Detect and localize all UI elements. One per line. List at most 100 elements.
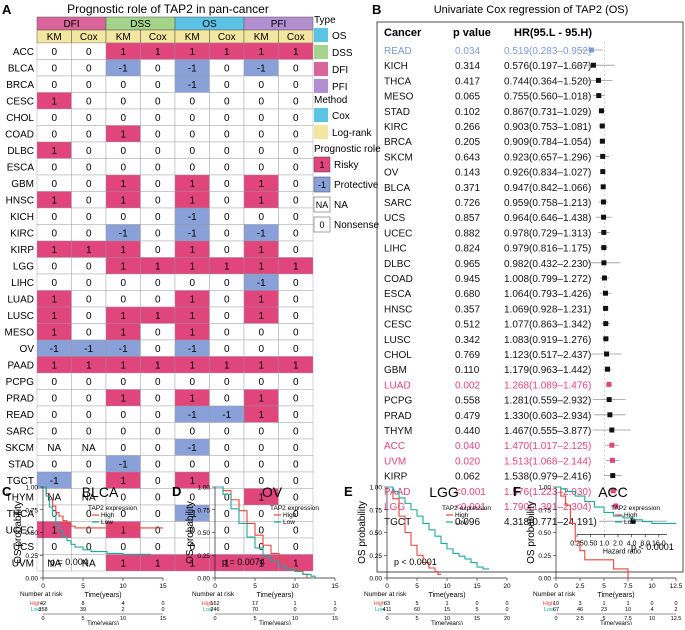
- forest-point: [588, 47, 594, 53]
- heatmap-cell-value: 1: [120, 261, 126, 272]
- heatmap-cell-value: 1: [258, 492, 264, 503]
- forest-hr-text: 1.268(1.089–1.476): [504, 380, 591, 391]
- heatmap-cell-value: 1: [120, 179, 126, 190]
- heatmap-cell-value: 0: [51, 113, 57, 124]
- heatmap-cell-value: 0: [51, 228, 57, 239]
- heatmap-cell-value: NA: [47, 443, 61, 454]
- legend-role-label: Protective: [334, 180, 379, 191]
- forest-pvalue: 0.062: [455, 472, 480, 483]
- km-y-label: OS probability: [185, 501, 196, 564]
- heatmap-cell-value: 1: [258, 410, 264, 421]
- forest-cancer-label: LUSC: [384, 335, 411, 346]
- km-y-tick-label: 0.75: [25, 507, 38, 514]
- heatmap-cell-value: 0: [224, 113, 230, 124]
- km-legend-label: High: [101, 512, 115, 519]
- km-risk-group-label: Low: [375, 607, 385, 613]
- heatmap-cell-value: 1: [120, 558, 126, 569]
- km-risk-count: 5: [415, 601, 418, 607]
- forest-cancer-label: LIHC: [384, 244, 407, 255]
- heatmap-cell-value: 0: [155, 96, 161, 107]
- forest-pvalue: 0.266: [455, 122, 480, 133]
- forest-hr-text: 1.077(0.863–1.342): [504, 320, 591, 331]
- heatmap-cell-value: 0: [155, 228, 161, 239]
- legend-type-swatch: [314, 28, 328, 42]
- forest-pvalue: 0.857: [455, 213, 480, 224]
- legend-type-label: DFI: [332, 65, 348, 76]
- km-risk-group-label: Low: [544, 607, 554, 613]
- km-x-tick-label: 15: [331, 583, 339, 590]
- heatmap-cell-value: 1: [258, 47, 264, 58]
- forest-x-tick-label: 4.0: [627, 540, 637, 547]
- km-risk-tick-label: 5: [415, 616, 418, 622]
- km-y-tick-label: 0.50: [197, 530, 210, 537]
- forest-pvalue: 0.417: [455, 76, 480, 87]
- km-curve-high: [387, 486, 441, 575]
- heatmap-cell-value: 0: [224, 426, 230, 437]
- heatmap-cell-value: 0: [293, 509, 299, 520]
- heatmap-cell-value: -1: [188, 63, 197, 74]
- km-risk-tick-label: 10: [649, 616, 655, 622]
- km-risk-tick-label: 10: [444, 616, 450, 622]
- group-header-label: OS: [202, 19, 217, 30]
- heatmap-cell-value: 0: [120, 96, 126, 107]
- km-risk-group-label: High: [543, 601, 554, 607]
- heatmap-cell-value: 0: [224, 393, 230, 404]
- km-risk-x-label: Time(years): [600, 621, 632, 625]
- km-risk-tick-label: 7.5: [624, 616, 632, 622]
- forest-cancer-label: BRCA: [384, 137, 412, 148]
- forest-point: [604, 351, 610, 357]
- heatmap-cell-value: -1: [188, 509, 197, 520]
- forest-pvalue: 0.205: [455, 137, 480, 148]
- heatmap-cell-value: 0: [224, 129, 230, 140]
- heatmap-cell-value: 0: [155, 492, 161, 503]
- panel-a-letter: A: [2, 2, 12, 17]
- forest-point: [606, 381, 612, 387]
- forest-x-label: Hazard ratio: [603, 548, 641, 555]
- km-x-tick-label: 0: [213, 583, 217, 590]
- heatmap-cell-value: 1: [120, 360, 126, 371]
- heatmap-cell-value: 1: [189, 476, 195, 487]
- km-curve-high: [556, 486, 629, 578]
- heatmap-cell-value: 0: [258, 426, 264, 437]
- forest-hr-text: 0.959(0.758–1.213): [504, 198, 591, 209]
- heatmap-cell-value: 0: [155, 542, 161, 553]
- legend-role-label: Nonsense: [334, 220, 379, 231]
- heatmap-cell-value: 1: [120, 327, 126, 338]
- forest-cancer-label: ESCA: [384, 289, 412, 300]
- row-label: SARC: [6, 426, 34, 437]
- km-risk-count: 8: [81, 601, 84, 607]
- forest-pvalue: 0.034: [455, 46, 480, 57]
- km-risk-tick-label: 0: [554, 616, 557, 622]
- method-header-label: KM: [116, 32, 131, 43]
- heatmap-cell-value: 1: [86, 245, 92, 256]
- heatmap-cell-value: 0: [51, 47, 57, 58]
- heatmap-cell-value: 0: [86, 410, 92, 421]
- forest-point: [610, 473, 616, 479]
- legend-role-code: 1: [319, 160, 324, 170]
- legend-method-title: Method: [314, 95, 347, 106]
- row-label: LUAD: [7, 294, 34, 305]
- forest-point: [595, 77, 601, 83]
- km-risk-count: 2: [121, 607, 124, 613]
- heatmap-cell-value: 1: [51, 146, 57, 157]
- km-risk-group-label: Low: [31, 607, 41, 613]
- heatmap-cell-value: 0: [189, 113, 195, 124]
- forest-header: Cancer: [384, 27, 422, 39]
- heatmap-cell-value: 0: [224, 63, 230, 74]
- heatmap-cell-value: 1: [120, 525, 126, 536]
- km-x-tick-label: 7.5: [623, 583, 632, 590]
- km-legend-label: Low: [101, 519, 113, 526]
- row-label: GBM: [11, 179, 34, 190]
- heatmap-cell-value: 0: [224, 162, 230, 173]
- km-x-tick-label: 0: [554, 583, 558, 590]
- heatmap-cell-value: 0: [258, 212, 264, 223]
- heatmap-cell-value: 0: [86, 261, 92, 272]
- heatmap-cell-value: -1: [119, 459, 128, 470]
- km-y-label: OS probability: [526, 501, 537, 564]
- km-y-tick-label: 0.00: [538, 576, 551, 583]
- heatmap-cell-value: 0: [293, 195, 299, 206]
- forest-cancer-label: TGCT: [384, 517, 411, 528]
